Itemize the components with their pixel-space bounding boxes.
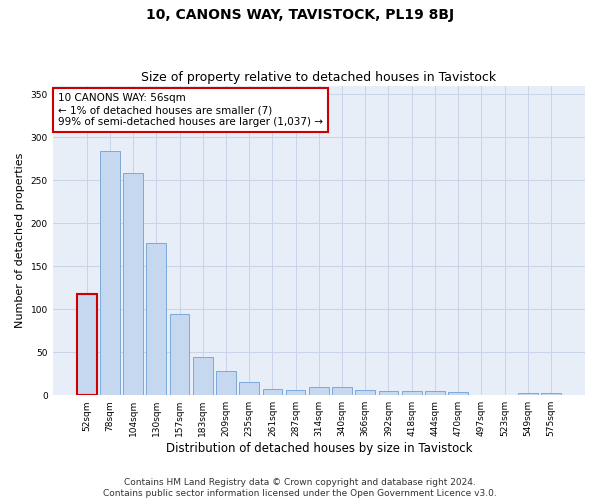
- Bar: [309, 388, 329, 395]
- Bar: [193, 358, 212, 395]
- Y-axis label: Number of detached properties: Number of detached properties: [15, 153, 25, 328]
- Bar: [263, 389, 282, 395]
- X-axis label: Distribution of detached houses by size in Tavistock: Distribution of detached houses by size …: [166, 442, 472, 455]
- Bar: [100, 151, 120, 395]
- Bar: [146, 243, 166, 395]
- Bar: [123, 172, 143, 395]
- Bar: [216, 371, 236, 395]
- Text: Contains HM Land Registry data © Crown copyright and database right 2024.
Contai: Contains HM Land Registry data © Crown c…: [103, 478, 497, 498]
- Title: Size of property relative to detached houses in Tavistock: Size of property relative to detached ho…: [141, 72, 496, 85]
- Bar: [425, 391, 445, 395]
- Bar: [77, 294, 97, 395]
- Bar: [379, 391, 398, 395]
- Text: 10 CANONS WAY: 56sqm
← 1% of detached houses are smaller (7)
99% of semi-detache: 10 CANONS WAY: 56sqm ← 1% of detached ho…: [58, 94, 323, 126]
- Bar: [355, 390, 375, 395]
- Bar: [239, 382, 259, 395]
- Bar: [402, 391, 422, 395]
- Text: 10, CANONS WAY, TAVISTOCK, PL19 8BJ: 10, CANONS WAY, TAVISTOCK, PL19 8BJ: [146, 8, 454, 22]
- Bar: [332, 388, 352, 395]
- Bar: [448, 392, 468, 395]
- Bar: [518, 392, 538, 395]
- Bar: [541, 394, 561, 395]
- Bar: [286, 390, 305, 395]
- Bar: [170, 314, 190, 395]
